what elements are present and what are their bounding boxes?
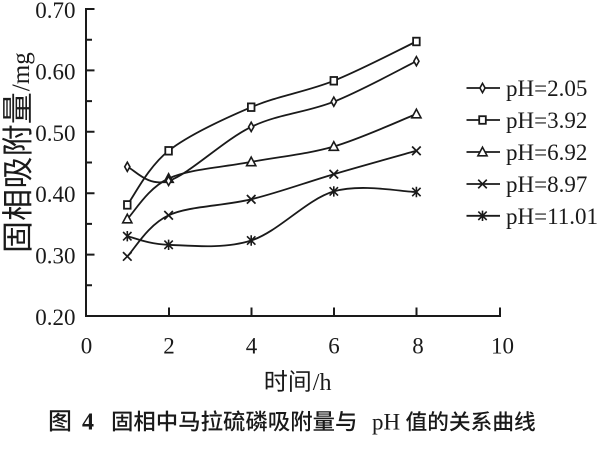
- svg-text:/mg: /mg: [8, 52, 35, 91]
- svg-text:pH=2.05: pH=2.05: [506, 76, 587, 101]
- svg-text:6: 6: [328, 334, 340, 359]
- svg-text:0.20: 0.20: [35, 305, 75, 330]
- svg-text:pH: pH: [372, 410, 400, 435]
- svg-text:0.60: 0.60: [35, 59, 75, 84]
- svg-text:0.30: 0.30: [35, 244, 75, 269]
- svg-text:0.50: 0.50: [35, 121, 75, 146]
- svg-text:4: 4: [246, 334, 258, 359]
- svg-text:pH=6.92: pH=6.92: [506, 140, 587, 165]
- svg-text:0: 0: [81, 334, 93, 359]
- svg-text:8: 8: [412, 334, 424, 359]
- svg-text:10: 10: [491, 334, 514, 359]
- svg-text:pH=11.01: pH=11.01: [506, 204, 598, 229]
- svg-text:0.70: 0.70: [35, 0, 75, 23]
- svg-text:pH=3.92: pH=3.92: [506, 108, 587, 133]
- svg-text:0.40: 0.40: [35, 182, 75, 207]
- svg-text:/h: /h: [313, 370, 332, 396]
- svg-text:4: 4: [82, 410, 94, 436]
- svg-text:pH=8.97: pH=8.97: [506, 172, 587, 197]
- svg-text:2: 2: [163, 334, 175, 359]
